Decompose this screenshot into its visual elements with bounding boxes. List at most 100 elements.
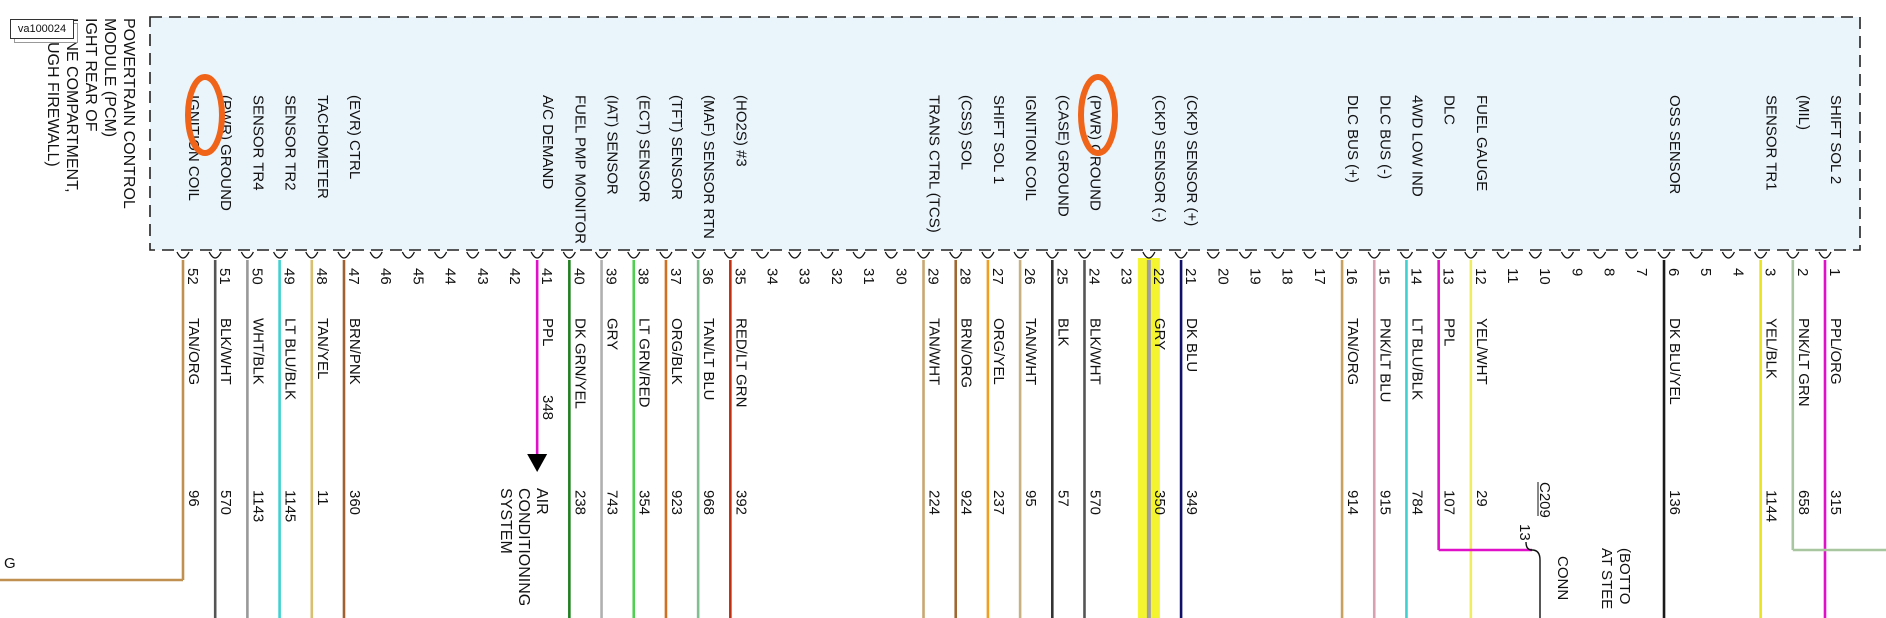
pin-1: 1 SHIFT SOL 2 PPL/ORG 315 — [1818, 95, 1844, 515]
pin-27: 27 SHIFT SOL 1 ORG/YEL 237 — [981, 95, 1007, 515]
pin-25: 25 (CASE) GROUND BLK 57 — [1045, 95, 1071, 507]
pin-number: 36 — [699, 268, 716, 285]
pin-terminal-mark — [1689, 251, 1703, 259]
pin-number: 16 — [1343, 268, 1360, 285]
pin-function-label: TRANS CTRL (TCS) — [926, 95, 943, 233]
pin-terminal-mark — [981, 251, 995, 259]
annotation-circle-marker — [185, 74, 225, 156]
pin-31: 31 — [852, 251, 877, 285]
wire-color-code: BLK — [1054, 318, 1071, 346]
pin-number: 33 — [796, 268, 813, 285]
pin-33: 33 — [788, 251, 813, 285]
pin-function-label: (CKP) SENSOR (+) — [1183, 95, 1200, 226]
pin-terminal-mark — [273, 251, 287, 259]
circuit-number: 360 — [346, 490, 363, 515]
pin-function-label: FUEL GAUGE — [1473, 95, 1490, 191]
pin-terminal-mark — [691, 251, 705, 259]
circuit-number: 136 — [1666, 490, 1683, 515]
pin-terminal-mark — [305, 251, 319, 259]
pin-35: 35 (HO2S) #3 RED/LT GRN 392 — [723, 95, 749, 515]
pin-function-label: OSS SENSOR — [1666, 95, 1683, 194]
pin-number: 3 — [1762, 268, 1779, 276]
wire-color-code: DK BLU/YEL — [1666, 318, 1683, 405]
pin-number: 29 — [925, 268, 942, 285]
pin-50: 50 SENSOR TR4 WHT/BLK 1143 — [240, 95, 266, 522]
wire-color-code: PPL — [1441, 318, 1458, 346]
wire-color-code: YEL/BLK — [1763, 318, 1780, 379]
pin-number: 18 — [1279, 268, 1296, 285]
pin-23: 23 — [1110, 251, 1135, 285]
pin-19: 19 — [1238, 251, 1263, 285]
circuit-number: 348 — [539, 395, 556, 420]
pin-terminal-mark — [820, 251, 834, 259]
pin-number: 47 — [345, 268, 362, 285]
pin-terminal-mark — [1721, 251, 1735, 259]
wire-color-code: BLK/WHT — [1086, 318, 1103, 385]
pin-28: 28 (CSS) SOL BRN/ORG 924 — [949, 95, 975, 515]
pin-number: 42 — [506, 268, 523, 285]
module-title-line: ROUGH FIREWALL) — [44, 18, 61, 167]
pin-number: 30 — [892, 268, 909, 285]
pin-46: 46 — [369, 251, 394, 285]
wire-color-code: BRN/PNK — [346, 318, 363, 385]
pin-38: 38 (ECT) SENSOR LT GRN/RED 354 — [627, 95, 653, 515]
connector-c209-name: C209 — [1536, 482, 1553, 518]
connector-c209-text: CONN — [1554, 556, 1571, 600]
pin-number: 10 — [1536, 268, 1553, 285]
pin-number: 2 — [1794, 268, 1811, 276]
circuit-number: 570 — [217, 490, 234, 515]
pin-terminal-mark — [176, 251, 190, 259]
circuit-number: 96 — [185, 490, 202, 507]
pin-12: 12 FUEL GAUGE YEL/WHT 29 — [1464, 95, 1490, 507]
pin-terminal-mark — [1303, 251, 1317, 259]
pin-terminal-mark — [1077, 251, 1092, 259]
wire-color-code: GRY — [1151, 318, 1168, 350]
pin-terminal-mark — [530, 251, 544, 259]
circuit-number: 29 — [1473, 490, 1490, 507]
pin-37: 37 (TFT) SENSOR ORG/BLK 923 — [659, 95, 685, 515]
pin-number: 40 — [570, 268, 587, 285]
pin-terminal-mark — [1625, 251, 1639, 259]
pin-30: 30 — [884, 251, 909, 285]
pin-function-label: SENSOR TR4 — [249, 95, 266, 191]
pin-number: 48 — [313, 268, 330, 285]
wire-color-code: RED/LT GRN — [732, 318, 749, 407]
module-title-line: POWERTRAIN CONTROL — [120, 18, 137, 209]
pin-45: 45 — [401, 251, 426, 285]
circuit-number: 315 — [1827, 490, 1844, 515]
pin-number: 49 — [281, 268, 298, 285]
pin-21: 21 (CKP) SENSOR (+) DK BLU 349 — [1174, 95, 1200, 515]
pin-terminal-mark — [1110, 251, 1124, 259]
circuit-number: 784 — [1408, 490, 1425, 515]
pin-terminal-mark — [1335, 251, 1349, 259]
wire-color-code: ORG/YEL — [990, 318, 1007, 385]
pin-40: 40 FUEL PMP MONITOR DK GRN/YEL 238 — [562, 95, 588, 515]
wire-color-code: PNK/LT BLU — [1376, 318, 1393, 402]
pin-terminal-mark — [1818, 251, 1832, 259]
wire-color-code: TAN/WHT — [926, 318, 943, 385]
wire-color-code: ORG/BLK — [668, 318, 685, 385]
pin-number: 26 — [1021, 268, 1038, 285]
pin-terminal-mark — [562, 251, 576, 259]
pin-function-label: DLC BUS (-) — [1376, 95, 1393, 179]
pin-terminal-mark — [1528, 251, 1542, 259]
pin-number: 27 — [989, 268, 1006, 285]
circuit-number: 57 — [1054, 490, 1071, 507]
circuit-number: 392 — [732, 490, 749, 515]
pin-number: 17 — [1311, 268, 1328, 285]
pin-number: 45 — [409, 268, 426, 285]
pin-16: 16 DLC BUS (+) TAN/ORG 914 — [1335, 95, 1361, 515]
connector-c209-pin: 13 — [1516, 524, 1533, 541]
circuit-number: 1144 — [1763, 490, 1780, 522]
circuit-number: 349 — [1183, 490, 1200, 515]
pin-number: 11 — [1504, 268, 1521, 284]
pcm-module-box — [149, 16, 1861, 251]
pin-32: 32 — [820, 251, 845, 285]
pin-number: 44 — [442, 268, 459, 285]
pin-function-label: FUEL PMP MONITOR — [571, 95, 588, 244]
pin-26: 26 IGNITION COIL TAN/WHT 95 — [1013, 95, 1039, 507]
pin-11: 11 — [1496, 251, 1521, 284]
pin-terminal-mark — [1754, 251, 1768, 259]
pin-function-label: (EVR) CTRL — [346, 95, 363, 179]
circuit-number: 658 — [1795, 490, 1812, 515]
